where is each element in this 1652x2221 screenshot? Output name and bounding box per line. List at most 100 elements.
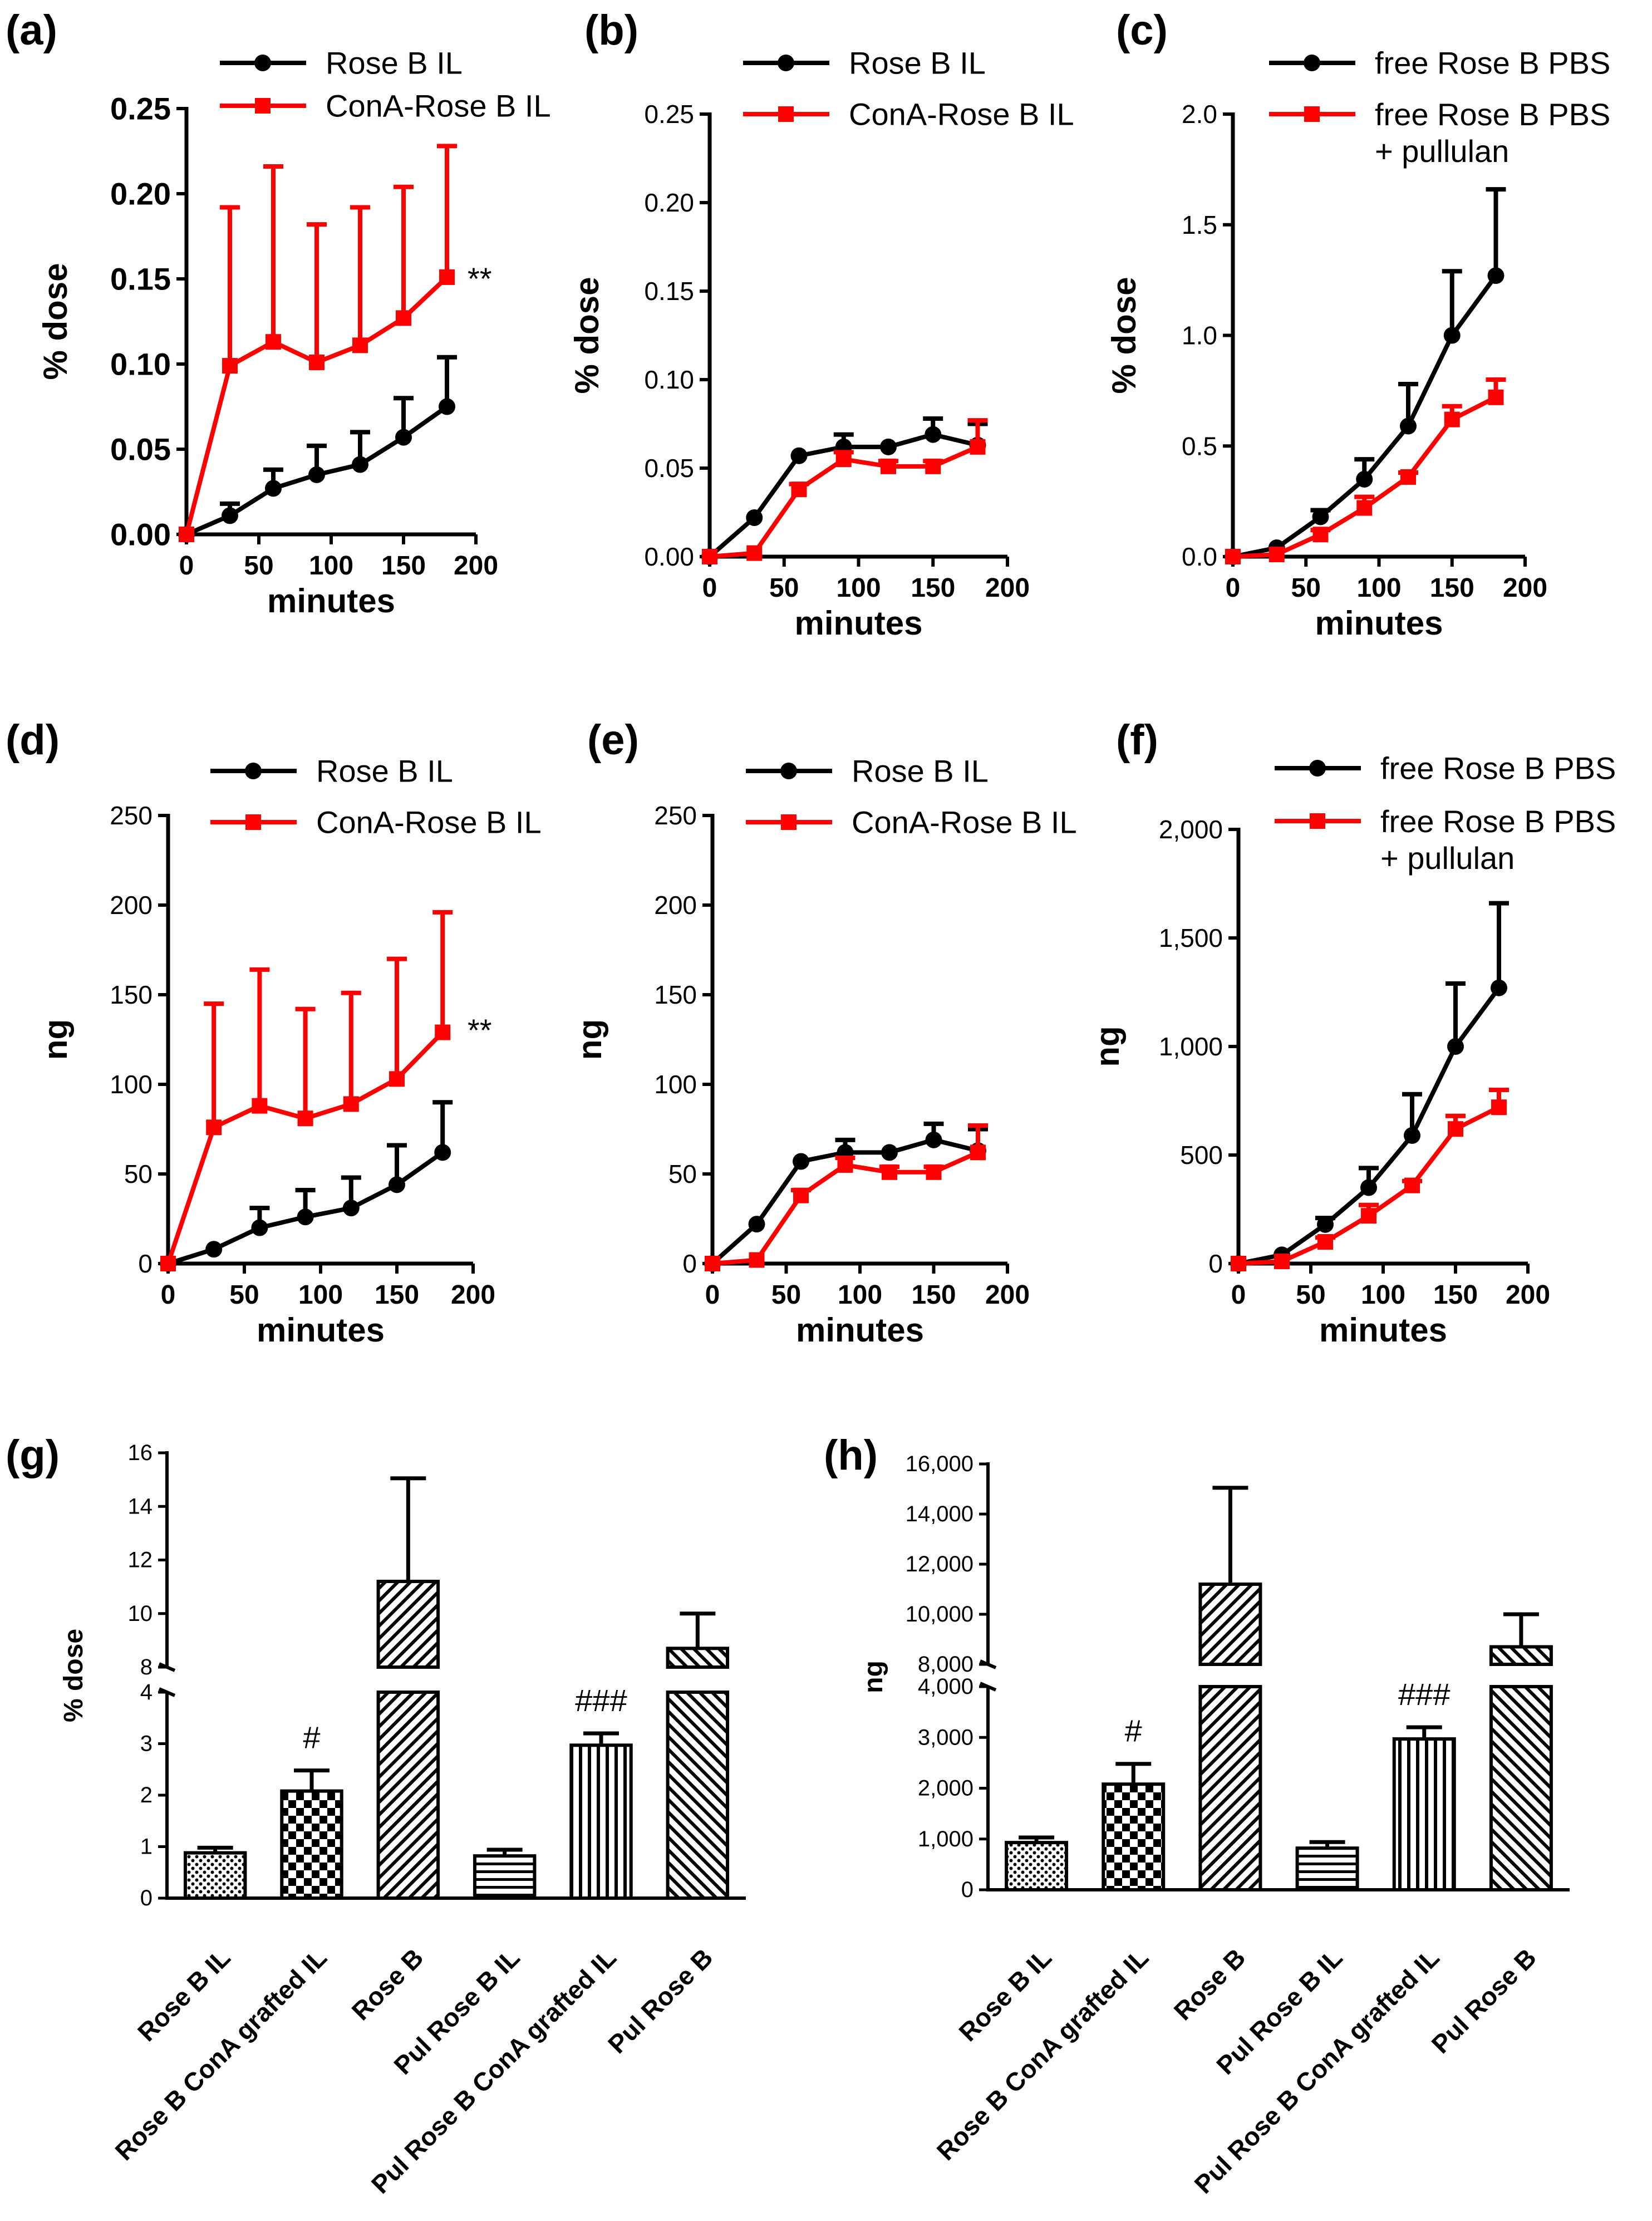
y-tick-label: 0.25 <box>644 100 694 129</box>
x-category-label: Pul Rose B <box>1426 1943 1542 2058</box>
x-tick-label: 50 <box>769 573 799 603</box>
x-category-label: Pul Rose B <box>602 1943 718 2058</box>
y-tick-label: 16 <box>128 1441 153 1465</box>
data-point <box>222 358 238 374</box>
bar-upper <box>666 1647 730 1669</box>
x-tick-label: 100 <box>298 1280 343 1310</box>
y-axis-title: ng <box>571 1019 608 1060</box>
bar <box>183 1851 247 1900</box>
x-tick-label: 200 <box>1503 573 1547 603</box>
panel-label: (b) <box>584 7 638 54</box>
data-point <box>793 1187 809 1203</box>
y-tick-label: 50 <box>668 1159 697 1188</box>
data-point <box>746 545 763 561</box>
x-tick-label: 0 <box>705 1280 720 1310</box>
y-tick-label: 500 <box>1180 1141 1223 1170</box>
chart-panel-e: (e) 0 50 100 150 200 0 50 100 150 200 250 minutes ng R… <box>571 716 1077 1349</box>
data-point <box>837 1157 853 1173</box>
data-point <box>435 1024 451 1040</box>
y-tick-label: 4,000 <box>918 1674 974 1699</box>
data-point <box>222 507 238 524</box>
y-tick-label: 12,000 <box>906 1552 974 1576</box>
bar <box>1392 1737 1456 1892</box>
chart-panel-a: (a) 0 50 100 150 200 0.00 0.05 0.10 0.15 0.20 0.25 m… <box>6 7 551 620</box>
data-point <box>352 456 368 473</box>
x-axis-title: minutes <box>257 1311 385 1349</box>
panel-label: (h) <box>824 1432 878 1479</box>
y-tick-label: 3,000 <box>918 1725 974 1750</box>
bar <box>1295 1846 1359 1892</box>
y-tick-label: 250 <box>654 801 697 830</box>
y-axis-title: % dose <box>568 277 606 394</box>
x-tick-label: 0 <box>179 551 194 581</box>
bar-break-gap <box>1198 1666 1263 1685</box>
data-point <box>881 458 896 474</box>
y-tick-label: 2,000 <box>1159 815 1223 844</box>
bar-lower <box>376 1691 440 1900</box>
data-point <box>1268 547 1285 563</box>
data-point <box>970 439 986 455</box>
legend-marker <box>778 106 794 122</box>
data-point <box>1448 1121 1463 1137</box>
x-axis-title: minutes <box>267 582 395 620</box>
x-tick-label: 0 <box>161 1280 176 1310</box>
y-tick-label: 1.5 <box>1182 210 1217 239</box>
data-point <box>1447 1038 1464 1055</box>
y-tick-label: 0.20 <box>110 176 171 212</box>
data-point <box>880 438 897 455</box>
legend-marker <box>1309 760 1326 777</box>
legend-marker <box>1304 55 1320 71</box>
x-tick-label: 100 <box>838 1280 882 1310</box>
significance-annotation: # <box>303 1720 320 1755</box>
data-point <box>790 447 808 464</box>
legend-label: free Rose B PBS <box>1380 751 1616 786</box>
significance-annotation: ### <box>1398 1677 1450 1712</box>
panel-label: (c) <box>1116 7 1168 54</box>
x-tick-label: 150 <box>375 1280 419 1310</box>
legend-label: ConA-Rose B IL <box>849 97 1074 132</box>
chart-panel-c: (c) 0 50 100 150 200 0.0 0.5 1.0 1.5 2.0 minutes % d… <box>1105 7 1610 642</box>
bar <box>1005 1841 1069 1891</box>
y-tick-label: 12 <box>128 1548 153 1573</box>
y-tick-label: 1 <box>140 1835 153 1859</box>
x-tick-label: 150 <box>1430 573 1474 603</box>
data-point <box>434 1144 451 1161</box>
y-tick-label: 0.0 <box>1182 542 1217 571</box>
legend-label: free Rose B PBS + pullulan <box>1375 97 1610 169</box>
legend-marker <box>255 98 271 114</box>
bar-upper <box>1198 1583 1262 1666</box>
y-tick-label: 0 <box>1208 1249 1223 1278</box>
data-point <box>206 1119 222 1136</box>
y-axis-title: % dose <box>37 263 74 380</box>
data-point <box>925 458 941 474</box>
x-tick-label: 150 <box>911 1280 956 1310</box>
x-tick-label: 150 <box>1433 1280 1478 1310</box>
y-tick-label: 10 <box>128 1601 153 1626</box>
y-tick-label: 0.00 <box>644 542 694 571</box>
data-point <box>439 269 455 285</box>
bar-lower <box>1489 1685 1553 1891</box>
data-point <box>396 310 411 326</box>
x-category-label: Rose B IL <box>953 1943 1057 2047</box>
significance-annotation: ### <box>575 1683 627 1718</box>
x-tick-label: 200 <box>451 1280 495 1310</box>
data-point <box>835 451 852 468</box>
data-point <box>1312 527 1329 543</box>
bar-upper <box>376 1580 440 1669</box>
y-tick-label: 100 <box>110 1070 153 1099</box>
legend-marker <box>1304 106 1320 122</box>
data-point <box>389 1176 405 1193</box>
x-axis-title: minutes <box>794 605 922 642</box>
y-tick-label: 200 <box>110 891 153 920</box>
data-point <box>748 1216 765 1233</box>
data-point <box>1225 549 1241 564</box>
y-tick-label: 16,000 <box>906 1452 974 1476</box>
y-tick-label: 4 <box>140 1680 153 1704</box>
legend-label: Rose B IL <box>849 46 986 81</box>
chart-panel-f: (f) 0 50 100 150 200 0 500 1,000 1,500 2,000 minute… <box>1089 716 1616 1349</box>
data-point <box>1400 469 1416 485</box>
x-tick-label: 0 <box>702 573 717 603</box>
panel-label: (a) <box>6 7 57 54</box>
data-point <box>705 1256 720 1271</box>
x-tick-label: 200 <box>1506 1280 1550 1310</box>
